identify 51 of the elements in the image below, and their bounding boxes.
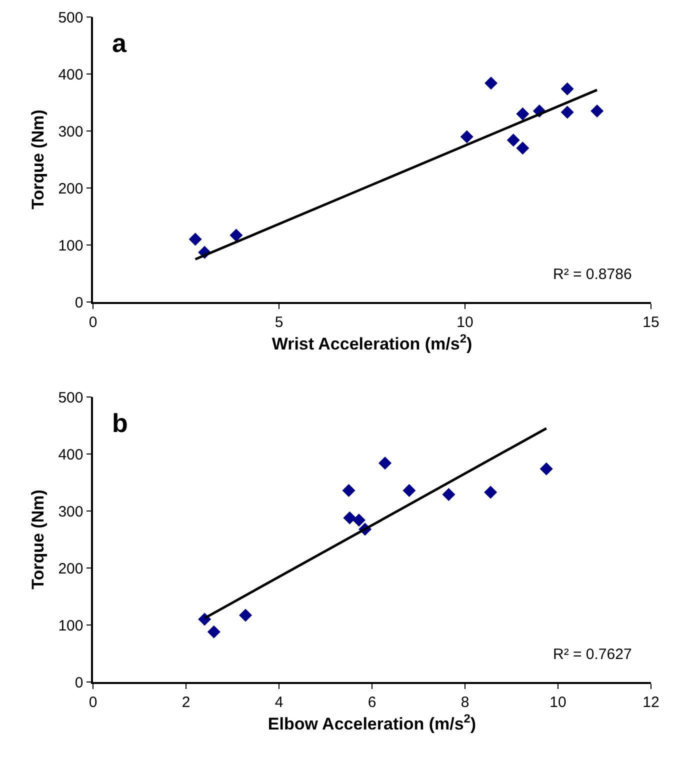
x-tick-label: 5 [274,314,284,331]
y-tick-label: 0 [74,294,84,312]
point [516,107,530,120]
x-tick-label: 0 [88,694,98,711]
y-tick-label: 500 [58,389,84,406]
point [540,462,553,476]
point [516,142,530,155]
point [378,456,392,470]
annotation: a [112,28,127,58]
y-axis-title: Torque (Nm) [28,110,48,210]
point [506,134,520,147]
y-tick-label: 400 [58,446,84,464]
x-tick-label: 12 [642,694,660,711]
point [352,514,366,527]
x-tick-label: 8 [460,694,470,711]
point [343,511,356,524]
y-axis-title: Torque (Nm) [28,490,48,590]
x-axis-title: Elbow Acceleration (m/s$^{2}$) [268,712,476,734]
x-tick-label: 0 [88,314,98,331]
x-tick-label: 4 [274,694,284,711]
y-tick-label: 300 [58,503,84,520]
point [590,104,604,118]
y-tick-label: 0 [74,674,84,692]
point [442,488,456,501]
x-tick-label: 10 [456,314,474,331]
x-tick-label: 6 [368,694,376,711]
y-tick-label: 400 [58,66,84,84]
y-tick-label: 300 [58,123,84,140]
point [560,106,574,119]
x-tick-label: 15 [642,314,660,331]
point [402,484,416,497]
point [342,484,356,497]
x-tick-label: 2 [182,694,190,711]
x-tick-label: 10 [550,694,566,711]
annotation: b [112,408,128,438]
annotation: R² = 0.8786 [553,266,632,283]
y-tick-label: 100 [58,617,84,634]
x-axis-title: Wrist Acceleration (m/s$^{2}$) [272,332,472,354]
point [484,486,498,499]
point [484,76,498,90]
point [188,232,202,246]
point [560,82,574,96]
y-tick-label: 500 [58,9,84,26]
point [207,625,220,638]
point [230,228,243,242]
annotation: R² = 0.7627 [553,646,632,663]
y-tick-label: 200 [58,560,84,578]
y-tick-label: 200 [58,180,84,198]
y-tick-label: 100 [58,237,84,254]
point [460,130,474,144]
point [239,608,252,622]
